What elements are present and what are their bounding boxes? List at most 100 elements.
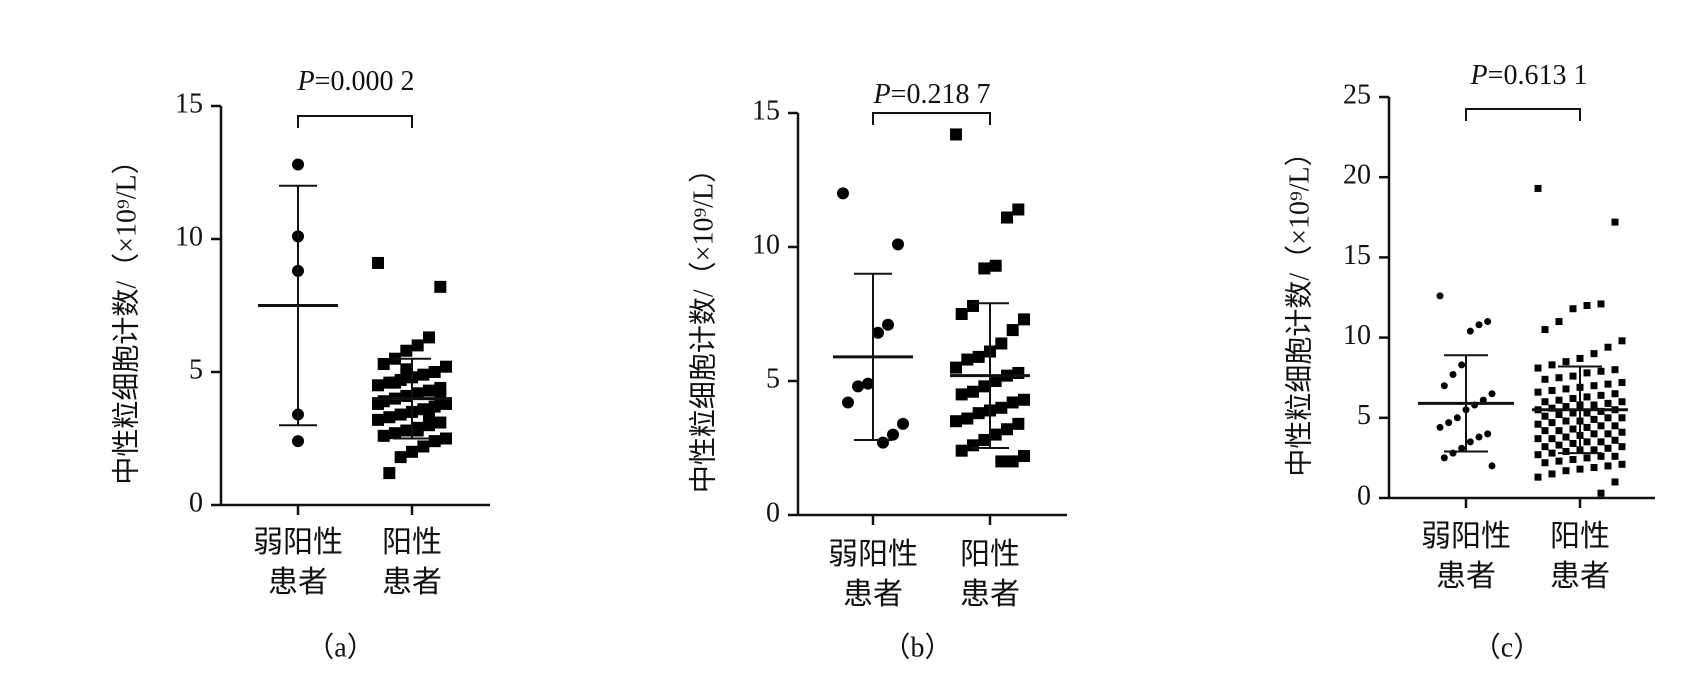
y-axis-label: 中性粒细胞计数/（×10⁹/L） (1283, 138, 1315, 476)
x-tick-label: 弱阳性患者 (828, 538, 918, 611)
x-tick-label-line: 阳性 (960, 538, 1020, 571)
p-annotation: P=0.613 1 (1470, 60, 1588, 91)
data-point (1604, 462, 1612, 470)
data-point (1458, 444, 1466, 452)
data-point (1018, 450, 1030, 463)
data-point (877, 436, 889, 449)
data-point (1611, 478, 1619, 486)
y-axis-label: 中性粒细胞计数/（×10⁹/L） (687, 155, 719, 493)
y-tick-label: 5 (766, 363, 780, 394)
data-point (1618, 337, 1626, 345)
y-tick-label: 10 (752, 229, 780, 260)
data-point (1590, 415, 1598, 423)
x-tick-label: 阳性患者 (382, 526, 442, 599)
data-point (1449, 370, 1457, 378)
data-point (372, 256, 384, 269)
data-point (1018, 313, 1030, 326)
y-tick-label: 15 (752, 95, 780, 126)
data-point (411, 387, 424, 400)
data-point (1541, 375, 1549, 383)
data-point (1597, 391, 1605, 399)
data-point (1597, 489, 1605, 497)
data-point (1590, 350, 1598, 358)
data-point (1604, 343, 1612, 351)
x-tick-label: 阳性患者 (960, 538, 1020, 611)
data-point (400, 424, 413, 437)
data-point (1590, 430, 1598, 438)
data-point (967, 385, 979, 398)
data-point (417, 368, 430, 381)
data-point (1604, 399, 1612, 407)
data-point (1583, 454, 1591, 462)
data-point (1562, 403, 1570, 411)
data-point (1618, 414, 1626, 422)
data-point (440, 432, 452, 445)
panel-label: （c） (1473, 631, 1541, 663)
data-point (852, 380, 864, 393)
data-point (1590, 446, 1598, 454)
data-point (1569, 439, 1577, 447)
data-point (989, 375, 1002, 387)
data-point (1618, 398, 1626, 406)
data-point (1541, 412, 1549, 420)
x-tick-label-line: 阳性 (382, 526, 442, 559)
data-point (400, 389, 413, 402)
data-point (1569, 305, 1577, 313)
data-point (1541, 427, 1549, 435)
p-annotation: P=0.000 2 (297, 66, 415, 97)
data-point (1597, 422, 1605, 430)
data-point (1583, 438, 1591, 446)
data-point (1555, 396, 1563, 404)
panel-label: （b） (882, 631, 952, 663)
data-point (1466, 327, 1474, 335)
data-point (372, 413, 384, 426)
data-point (1534, 473, 1542, 481)
data-point (1590, 464, 1598, 472)
data-point (1001, 211, 1013, 224)
data-point (1548, 361, 1556, 369)
data-point (1611, 366, 1619, 374)
data-point (1597, 300, 1605, 308)
data-point (978, 380, 991, 393)
data-point (1453, 414, 1461, 422)
bracket (872, 112, 991, 125)
p-italic: P (297, 66, 315, 97)
p-value: =0.000 2 (315, 66, 415, 97)
data-point (955, 444, 968, 457)
data-point (1604, 430, 1612, 438)
data-point (967, 439, 979, 452)
data-point (1534, 388, 1542, 396)
x-tick-label-line: 患者 (382, 566, 442, 599)
data-point (434, 416, 447, 429)
data-point (423, 331, 435, 344)
data-point (1436, 292, 1444, 300)
y-tick-label: 5 (189, 354, 203, 385)
data-point (950, 361, 962, 374)
panel-label: （a） (306, 631, 374, 663)
data-point (989, 259, 1002, 272)
y-tick-label: 10 (1343, 320, 1371, 351)
data-point (434, 280, 447, 293)
x-tick-label-line: 弱阳性 (1421, 520, 1511, 553)
p-value: =0.613 1 (1488, 60, 1588, 91)
data-point (1488, 390, 1496, 398)
x-tick-label-line: 患者 (960, 578, 1020, 611)
data-point (1604, 444, 1612, 452)
data-point (1534, 364, 1542, 372)
bracket (1465, 108, 1581, 121)
data-point (377, 429, 390, 442)
data-point (1562, 417, 1570, 425)
data-point (1548, 404, 1556, 412)
data-point (1555, 374, 1563, 382)
x-tick-label-line: 弱阳性 (253, 526, 343, 559)
data-point (1618, 460, 1626, 468)
x-tick-label: 弱阳性患者 (253, 526, 343, 599)
data-point (1001, 423, 1013, 436)
data-point (972, 350, 985, 363)
x-tick-label-line: 患者 (268, 566, 328, 599)
data-point (1569, 409, 1577, 417)
data-point (1569, 395, 1577, 403)
data-point (961, 353, 974, 366)
data-point (1611, 452, 1619, 460)
